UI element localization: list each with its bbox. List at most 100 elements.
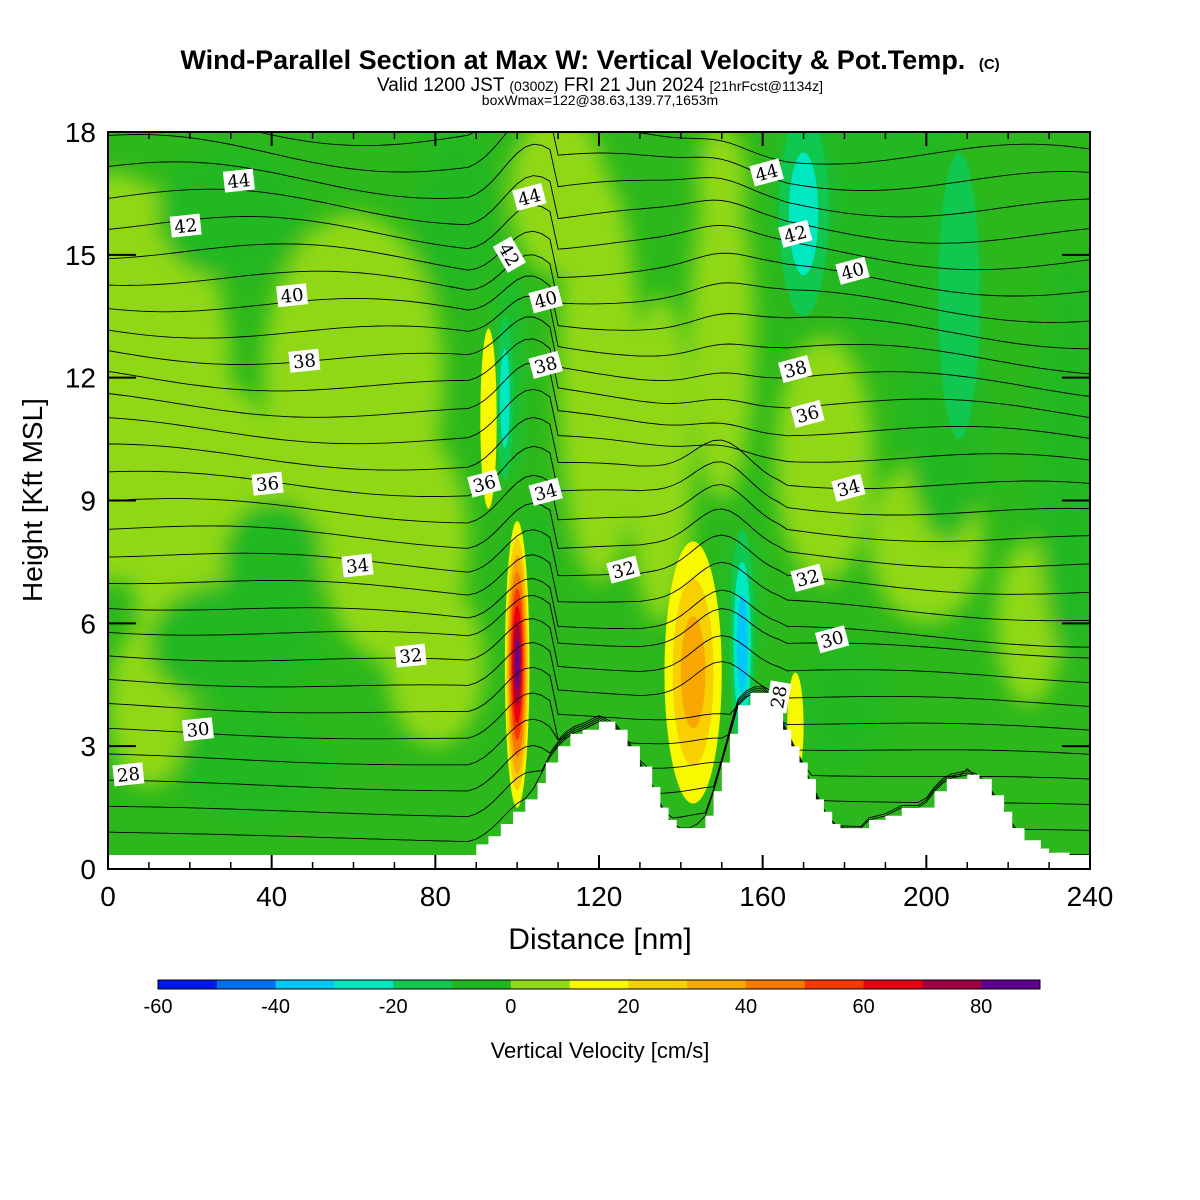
field-region bbox=[558, 172, 640, 583]
theta-contour bbox=[108, 316, 1090, 397]
contour-label: 30 bbox=[814, 625, 850, 654]
colorbar-swatch bbox=[334, 980, 394, 989]
theta-contour bbox=[108, 388, 1090, 463]
subtitle-date: FRI 21 Jun 2024 bbox=[564, 75, 705, 96]
colorbar-swatch bbox=[804, 980, 865, 989]
contour-label: 28 bbox=[112, 762, 145, 787]
subtitle-fcst: [21hrFcst@1134z] bbox=[709, 78, 823, 94]
colorbar: -60 -40 -20 0 20 40 60 80 bbox=[144, 979, 1041, 1018]
colorbar-swatch bbox=[569, 980, 629, 989]
x-tick-label: 40 bbox=[256, 881, 287, 912]
contour-label: 40 bbox=[276, 283, 309, 308]
theta-contour bbox=[108, 529, 1090, 595]
svg-text:Valid 1200 JST (0300Z): Valid 1200 JST (0300Z) FRI 21 Jun 2024 [… bbox=[377, 75, 823, 96]
colorbar-swatch bbox=[216, 980, 277, 989]
colorbar-swatch bbox=[746, 980, 806, 989]
colorbar-label: Vertical Velocity [cm/s] bbox=[491, 1038, 710, 1063]
theta-contour bbox=[108, 686, 1090, 780]
contour-label-text: 28 bbox=[767, 684, 792, 710]
contour-label: 38 bbox=[288, 348, 321, 373]
title-mark: (C) bbox=[979, 56, 1000, 73]
colorbar-swatch bbox=[687, 980, 747, 989]
contour-label: 34 bbox=[341, 553, 374, 578]
colorbar-tick-label: 80 bbox=[970, 996, 992, 1018]
colorbar-swatch bbox=[628, 980, 688, 989]
theta-contour bbox=[108, 175, 1090, 244]
contour-label-text: 40 bbox=[280, 285, 305, 308]
colorbar-tick-label: 40 bbox=[735, 996, 757, 1018]
y-tick-label: 18 bbox=[65, 117, 96, 148]
field-region bbox=[1036, 254, 1090, 665]
colorbar-swatch bbox=[275, 980, 335, 989]
theta-contour bbox=[108, 688, 1090, 805]
theta-contour bbox=[108, 230, 1090, 297]
contour-label: 40 bbox=[528, 285, 563, 314]
contour-label: 42 bbox=[169, 213, 202, 238]
contour-label-box bbox=[790, 563, 825, 592]
contour-label-box bbox=[765, 680, 792, 714]
chart-title: Wind-Parallel Section at Max W: Vertical… bbox=[180, 45, 965, 75]
contour-label-box bbox=[831, 473, 866, 502]
contour-label-box bbox=[606, 555, 641, 584]
theta-contour bbox=[108, 254, 1090, 323]
contour-label: 44 bbox=[749, 158, 784, 187]
velocity-core bbox=[779, 132, 829, 317]
field-region bbox=[803, 132, 968, 337]
field-region bbox=[803, 643, 886, 767]
velocity-level bbox=[515, 638, 520, 690]
velocity-level bbox=[499, 349, 510, 448]
theta-contour bbox=[108, 502, 1090, 569]
theta-contour bbox=[108, 275, 1090, 350]
colorbar-tick-label: 20 bbox=[617, 996, 639, 1018]
contour-label-box bbox=[492, 236, 527, 273]
theta-contour bbox=[108, 338, 1090, 419]
contour-label-text: 44 bbox=[226, 170, 251, 193]
contour-label: 42 bbox=[778, 219, 813, 248]
field-structure bbox=[108, 132, 1090, 820]
contour-label-box bbox=[814, 625, 850, 654]
field-region bbox=[414, 132, 497, 296]
contour-label-box bbox=[394, 643, 427, 668]
y-tick-label: 6 bbox=[80, 608, 96, 639]
subtitle-utc: (0300Z) bbox=[509, 78, 558, 94]
contour-label: 36 bbox=[251, 471, 284, 496]
contour-label-box bbox=[528, 285, 563, 314]
y-tick-label: 12 bbox=[65, 363, 96, 394]
theta-contour bbox=[108, 416, 1090, 490]
field-region bbox=[177, 713, 325, 820]
contour-label-box bbox=[749, 158, 784, 187]
contour-label-box bbox=[222, 168, 255, 193]
theta-contour bbox=[108, 618, 1090, 684]
contour-label-box bbox=[276, 283, 309, 308]
colorbar-tick-label: -60 bbox=[144, 996, 173, 1018]
theta-contour bbox=[108, 578, 1090, 648]
contour-label-text: 42 bbox=[173, 215, 198, 238]
contour-label-text: 38 bbox=[292, 350, 317, 373]
contour-label: 32 bbox=[394, 643, 427, 668]
contour-label: 30 bbox=[181, 717, 214, 742]
x-tick-label: 200 bbox=[903, 881, 950, 912]
x-tick-label: 120 bbox=[576, 881, 623, 912]
field-region bbox=[508, 132, 608, 276]
velocity-level bbox=[788, 152, 819, 276]
colorbar-tick-label: 60 bbox=[852, 996, 874, 1018]
colorbar-tick-label: -20 bbox=[379, 996, 408, 1018]
plot-area bbox=[108, 132, 1090, 869]
x-tick-label: 80 bbox=[420, 881, 451, 912]
velocity-core bbox=[504, 520, 530, 808]
contour-label: 38 bbox=[778, 354, 813, 384]
colorbar-swatch bbox=[922, 980, 982, 989]
field-region bbox=[386, 582, 485, 747]
theta-contour bbox=[108, 362, 1090, 439]
y-tick-label: 15 bbox=[65, 240, 96, 271]
contour-label-box bbox=[112, 762, 145, 787]
contour-label-box bbox=[341, 553, 374, 578]
x-tick-label: 0 bbox=[100, 881, 116, 912]
contour-label-box bbox=[778, 354, 813, 384]
contour-label: 44 bbox=[222, 168, 255, 193]
field-region bbox=[521, 500, 554, 583]
colorbar-swatch bbox=[393, 980, 453, 989]
contour-label-text: 28 bbox=[116, 764, 141, 787]
